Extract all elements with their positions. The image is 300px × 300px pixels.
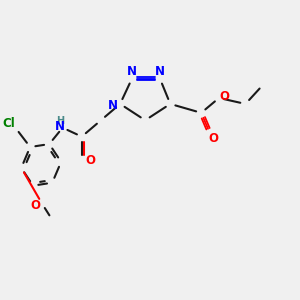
Text: N: N <box>108 99 118 112</box>
Text: O: O <box>85 154 95 167</box>
Text: N: N <box>55 120 65 133</box>
Text: H: H <box>56 116 64 126</box>
Text: N: N <box>155 65 165 78</box>
Text: O: O <box>30 200 40 212</box>
Text: Cl: Cl <box>2 117 15 130</box>
Text: O: O <box>219 90 229 103</box>
Text: N: N <box>127 65 137 78</box>
Text: O: O <box>208 132 219 145</box>
